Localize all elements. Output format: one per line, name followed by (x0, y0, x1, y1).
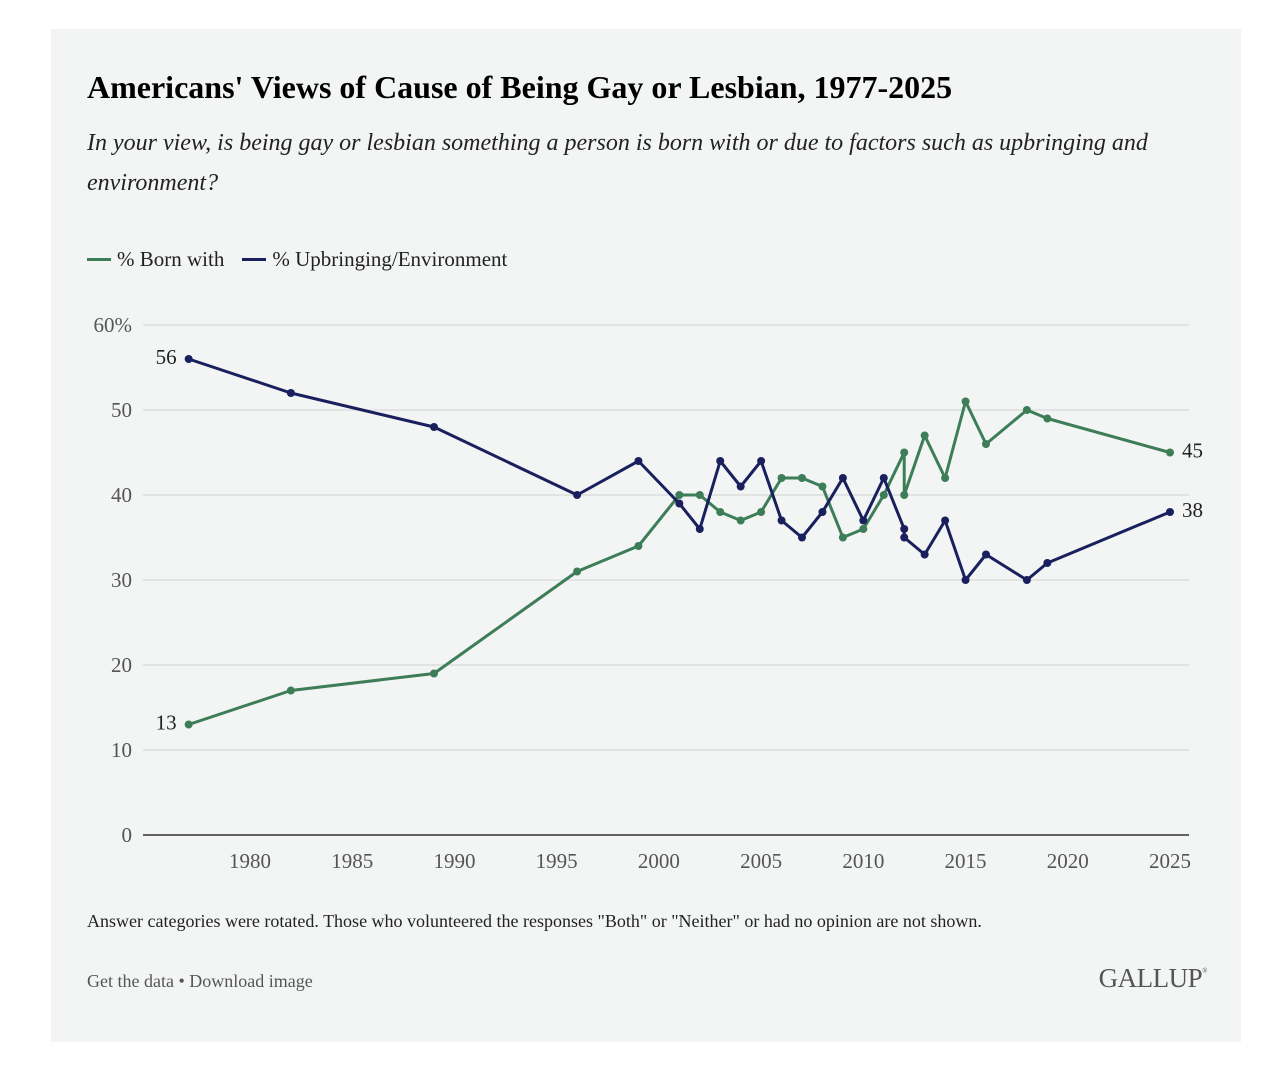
data-point (1166, 508, 1174, 516)
data-point (941, 474, 950, 482)
data-point (961, 576, 970, 584)
series-layer (184, 355, 1174, 729)
data-point (1043, 414, 1052, 423)
data-label: 45 (1182, 439, 1203, 463)
x-tick-label: 1995 (536, 849, 578, 873)
legend-label-upbringing: % Upbringing/Environment (272, 247, 508, 271)
legend-swatch-upbringing (242, 258, 267, 261)
data-point (900, 491, 909, 499)
chart-title: Americans' Views of Cause of Being Gay o… (87, 69, 953, 105)
x-tick-label: 2000 (638, 849, 680, 873)
data-point (695, 525, 704, 533)
chart-legend: % Born with % Upbringing/Environment (87, 247, 507, 272)
data-point (879, 474, 888, 482)
data-point (982, 550, 990, 559)
data-point (184, 355, 193, 363)
series-line-born-with (188, 400, 1171, 726)
data-point (1043, 559, 1052, 567)
data-point (736, 516, 745, 525)
series-line-upbringing (188, 357, 1171, 582)
data-point (961, 397, 970, 406)
legend-label-born-with: % Born with (117, 247, 225, 271)
download-image-link[interactable]: Download image (189, 971, 313, 991)
label-layer: 13 45 56 38 (156, 345, 1203, 735)
get-data-link[interactable]: Get the data (87, 971, 174, 991)
data-point (716, 508, 725, 516)
data-point (798, 533, 806, 542)
y-tick-label: 60% (94, 313, 133, 337)
data-point (982, 440, 990, 448)
data-point (675, 499, 684, 508)
data-point (777, 516, 786, 525)
x-tick-label: 2020 (1047, 849, 1089, 873)
data-point (1022, 576, 1031, 584)
data-point (736, 482, 745, 491)
data-point (879, 491, 888, 499)
data-label: 13 (156, 711, 177, 735)
data-point (818, 508, 827, 516)
data-point (286, 389, 295, 397)
data-point (634, 457, 643, 465)
data-point (634, 542, 643, 550)
data-point (798, 474, 806, 482)
data-point (716, 457, 725, 465)
data-point (920, 431, 929, 440)
x-tick-label: 1990 (433, 849, 475, 873)
data-point (900, 448, 909, 457)
chart-panel: Americans' Views of Cause of Being Gay o… (51, 29, 1241, 1042)
data-point (573, 491, 582, 499)
x-tick-label: 2025 (1149, 849, 1191, 873)
brand-name: GALLUP (1098, 963, 1203, 993)
data-point (675, 491, 684, 499)
data-label: 38 (1182, 498, 1203, 522)
x-tick-label: 1980 (229, 849, 271, 873)
legend-swatch-born-with (87, 258, 111, 261)
grid-layer (143, 324, 1189, 751)
data-point (859, 516, 868, 525)
chart-subtitle: In your view, is being gay or lesbian so… (87, 130, 1148, 196)
y-tick-label: 30 (111, 568, 132, 592)
gallup-logo: GALLUP® (1098, 963, 1208, 994)
data-point (757, 457, 766, 465)
data-point (818, 482, 827, 491)
brand-mark: ® (1202, 967, 1207, 975)
y-tick-label: 10 (111, 738, 132, 762)
legend-item-born-with[interactable]: % Born with (87, 247, 224, 272)
x-tick-label: 2010 (842, 849, 884, 873)
data-point (573, 567, 582, 576)
data-point (430, 669, 438, 678)
data-point (430, 423, 438, 431)
data-point (900, 533, 909, 542)
legend-item-upbringing[interactable]: % Upbringing/Environment (242, 247, 507, 272)
data-point (184, 720, 193, 729)
data-point (286, 686, 295, 695)
x-tick-label: 2015 (945, 849, 987, 873)
x-tick-label: 2005 (740, 849, 782, 873)
data-point (838, 474, 847, 482)
data-point (900, 525, 909, 533)
y-tick-label: 0 (122, 823, 133, 847)
data-point (920, 550, 929, 559)
y-tick-label: 50 (111, 398, 132, 422)
y-tick-label: 40 (111, 483, 132, 507)
x-tick-label: 1985 (331, 849, 373, 873)
data-point (695, 491, 704, 499)
data-label: 56 (156, 345, 177, 369)
data-point (777, 474, 786, 482)
footer-links: Get the data • Download image (87, 971, 313, 992)
data-point (941, 516, 950, 525)
footnote: Answer categories were rotated. Those wh… (87, 911, 982, 931)
data-point (859, 525, 868, 533)
axis-layer: 0 10 20 30 40 50 60% 1980 1985 1990 1995 2000 2005 20… (94, 313, 1192, 873)
data-point (757, 508, 766, 516)
y-tick-label: 20 (111, 653, 132, 677)
data-point (838, 533, 847, 542)
data-point (1022, 406, 1031, 414)
footer-separator: • (178, 971, 185, 991)
data-point (1166, 448, 1174, 457)
